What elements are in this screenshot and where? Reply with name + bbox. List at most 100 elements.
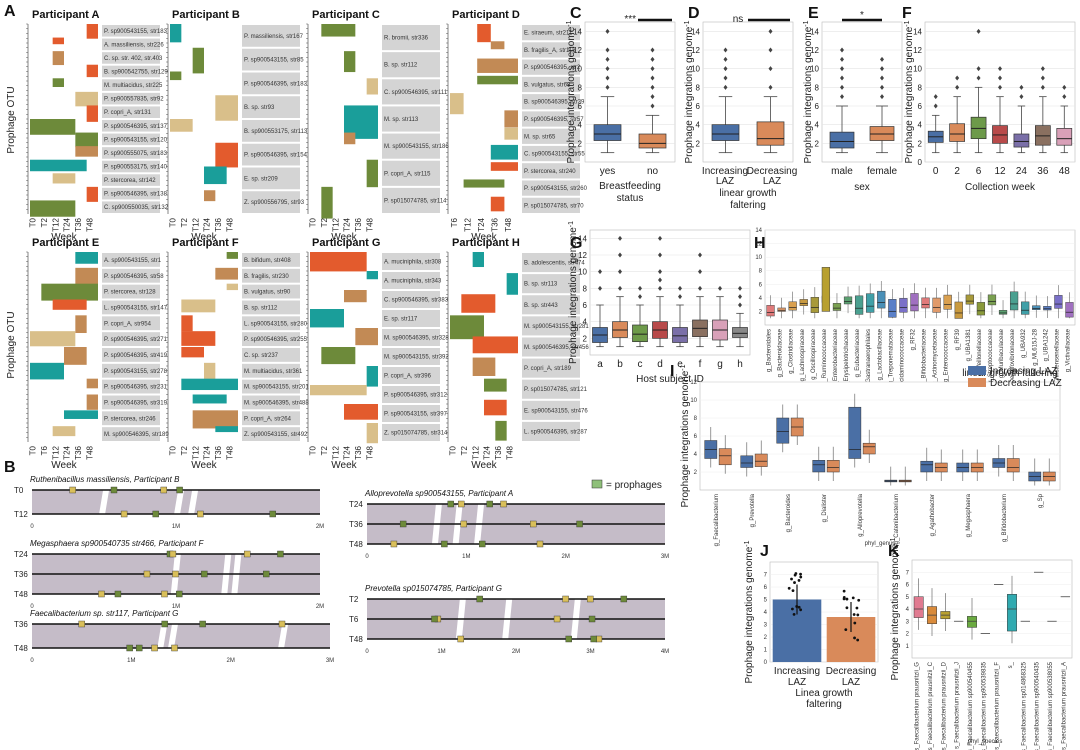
synteny-band [32,624,330,648]
prophage-marker [390,540,398,548]
prophage-marker [126,644,133,652]
otu-label: B. fragilis, str230 [244,274,289,280]
prophage-marker [169,550,177,558]
otu-label-box [242,120,300,142]
otu-label-box [382,272,440,289]
x-tick-label: g_Lactobacillaceae [877,328,883,380]
x-tick-label: 2 [954,166,960,177]
genome-position-tick: 3M [661,554,669,560]
week-tick-label: T24 [477,217,486,231]
y-tick-label: 8 [918,83,923,92]
otu-label: P. sp900546395, str58 [104,274,164,280]
y-tick-label: 1 [906,644,910,650]
outlier-point [768,66,773,72]
otu-label-box [242,167,300,190]
outlier-point [976,28,981,34]
otu-label-box [522,128,580,144]
otu-label: P. stercorea, str240 [524,169,576,175]
otu-label-box [102,133,160,146]
genome-title: Ruthenibacillus massiliensis, Participan… [30,475,180,484]
otu-label-box [382,253,440,270]
synteny-gap [174,490,185,514]
box [866,293,875,313]
week-tick-label: T0 [169,217,178,227]
prophage-otu-block [477,24,491,43]
otu-label-box [102,284,160,299]
box [1013,133,1030,148]
week-tick-label: T36 [74,445,83,459]
otu-label: M. sp. str65 [524,134,556,140]
otu-label: Z. sp900543155, str492 [244,432,308,438]
outlier-point [768,28,773,34]
x-tick-label: b [617,359,623,370]
x-axis-label: phyl_species [968,739,1003,745]
participant-panel: Participant D E. siraeum, str211 B. fragil… [446,9,588,243]
week-tick-label: T12 [51,217,60,231]
prophage-otu-block [472,336,518,354]
otu-label-box [102,120,160,132]
outlier-point [650,47,655,53]
box [899,298,908,313]
significance-label: * [860,10,864,21]
x-axis-label: linear growth [719,188,776,199]
otu-label: C. sp. str. 402, str.403 [104,56,163,62]
y-axis-label: Prophage integrations genome-1 [904,20,916,163]
outlier-point [650,103,655,109]
otu-label: P. sp900543155, str85 [244,58,304,64]
otu-label-box [382,106,440,132]
outlier-point [678,285,682,291]
otu-label-box [102,160,160,173]
prophage-otu-block [344,290,367,303]
y-tick-label: 4 [583,318,588,327]
prophage-otu-block [477,58,518,73]
x-tick-label: yes [600,166,616,177]
prophage-marker [197,510,204,518]
prophage-otu-block [52,51,64,66]
genome-position-tick: 0 [30,658,34,664]
otu-label-box [382,25,440,51]
week-tick-label: T24 [343,217,352,231]
y-tick-label: 6 [694,434,698,440]
x-tick-label: d [657,359,663,370]
otu-label-box [242,143,300,166]
x-tick-label: s_ [1008,661,1014,668]
outlier-point [880,66,884,72]
box [756,121,785,146]
otu-label: B. adolescentis, str474 [524,261,585,267]
y-axis-label: Prophage integrations genome-1 [684,20,696,163]
panel-letter-g: G [570,235,582,252]
y-tick-label: 6 [764,585,768,591]
otu-label: C. sp900543155, str55 [524,152,585,158]
otu-label-box [102,316,160,331]
prophage-otu-block [86,378,98,389]
panel-letter-a: A [4,3,16,20]
genome-position-tick: 0 [30,604,34,610]
data-point [855,606,859,610]
prophage-otu-block [355,328,378,346]
prophage-otu-block [215,267,238,280]
prophage-marker [278,620,286,628]
prophage-otu-block [366,366,378,387]
week-tick-label: T24 [63,217,72,231]
x-tick-label: g_Bifidobacteriaceae [922,328,928,385]
week-tick-label: T24 [203,217,212,231]
outlier-point [976,75,981,81]
box [718,448,732,466]
prophage-marker [576,520,583,528]
panel-letter-b: B [4,459,16,476]
otu-label-box [242,316,300,331]
week-tick-label: T36 [214,445,223,459]
otu-label-box [102,268,160,283]
x-tick-label: g_Muribaculaceae [999,328,1005,378]
prophage-marker [269,510,276,518]
data-point [799,575,803,579]
week-tick-label: T48 [365,217,374,231]
x-tick-label: c [638,359,643,370]
otu-label: P. sp900546395, str419 [104,353,168,359]
week-tick-label: T12 [191,217,200,231]
y-axis-label-superscript: -1 [568,221,575,227]
otu-label-box [522,253,580,273]
prophage-otu-block [321,186,333,219]
otu-label-box [102,187,160,200]
x-tick-label: s_Faecalibacterium sp900539835 [981,661,987,750]
